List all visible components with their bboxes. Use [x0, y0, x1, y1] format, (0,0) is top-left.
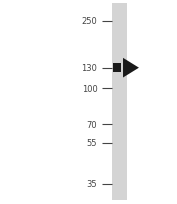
- Text: 250: 250: [82, 17, 97, 26]
- Polygon shape: [123, 59, 139, 78]
- Text: 130: 130: [81, 64, 97, 73]
- Text: 35: 35: [87, 179, 97, 188]
- Text: 100: 100: [82, 84, 97, 93]
- Bar: [112, 4, 127, 200]
- Bar: [113, 64, 121, 73]
- Text: 70: 70: [87, 120, 97, 129]
- Text: 55: 55: [87, 138, 97, 147]
